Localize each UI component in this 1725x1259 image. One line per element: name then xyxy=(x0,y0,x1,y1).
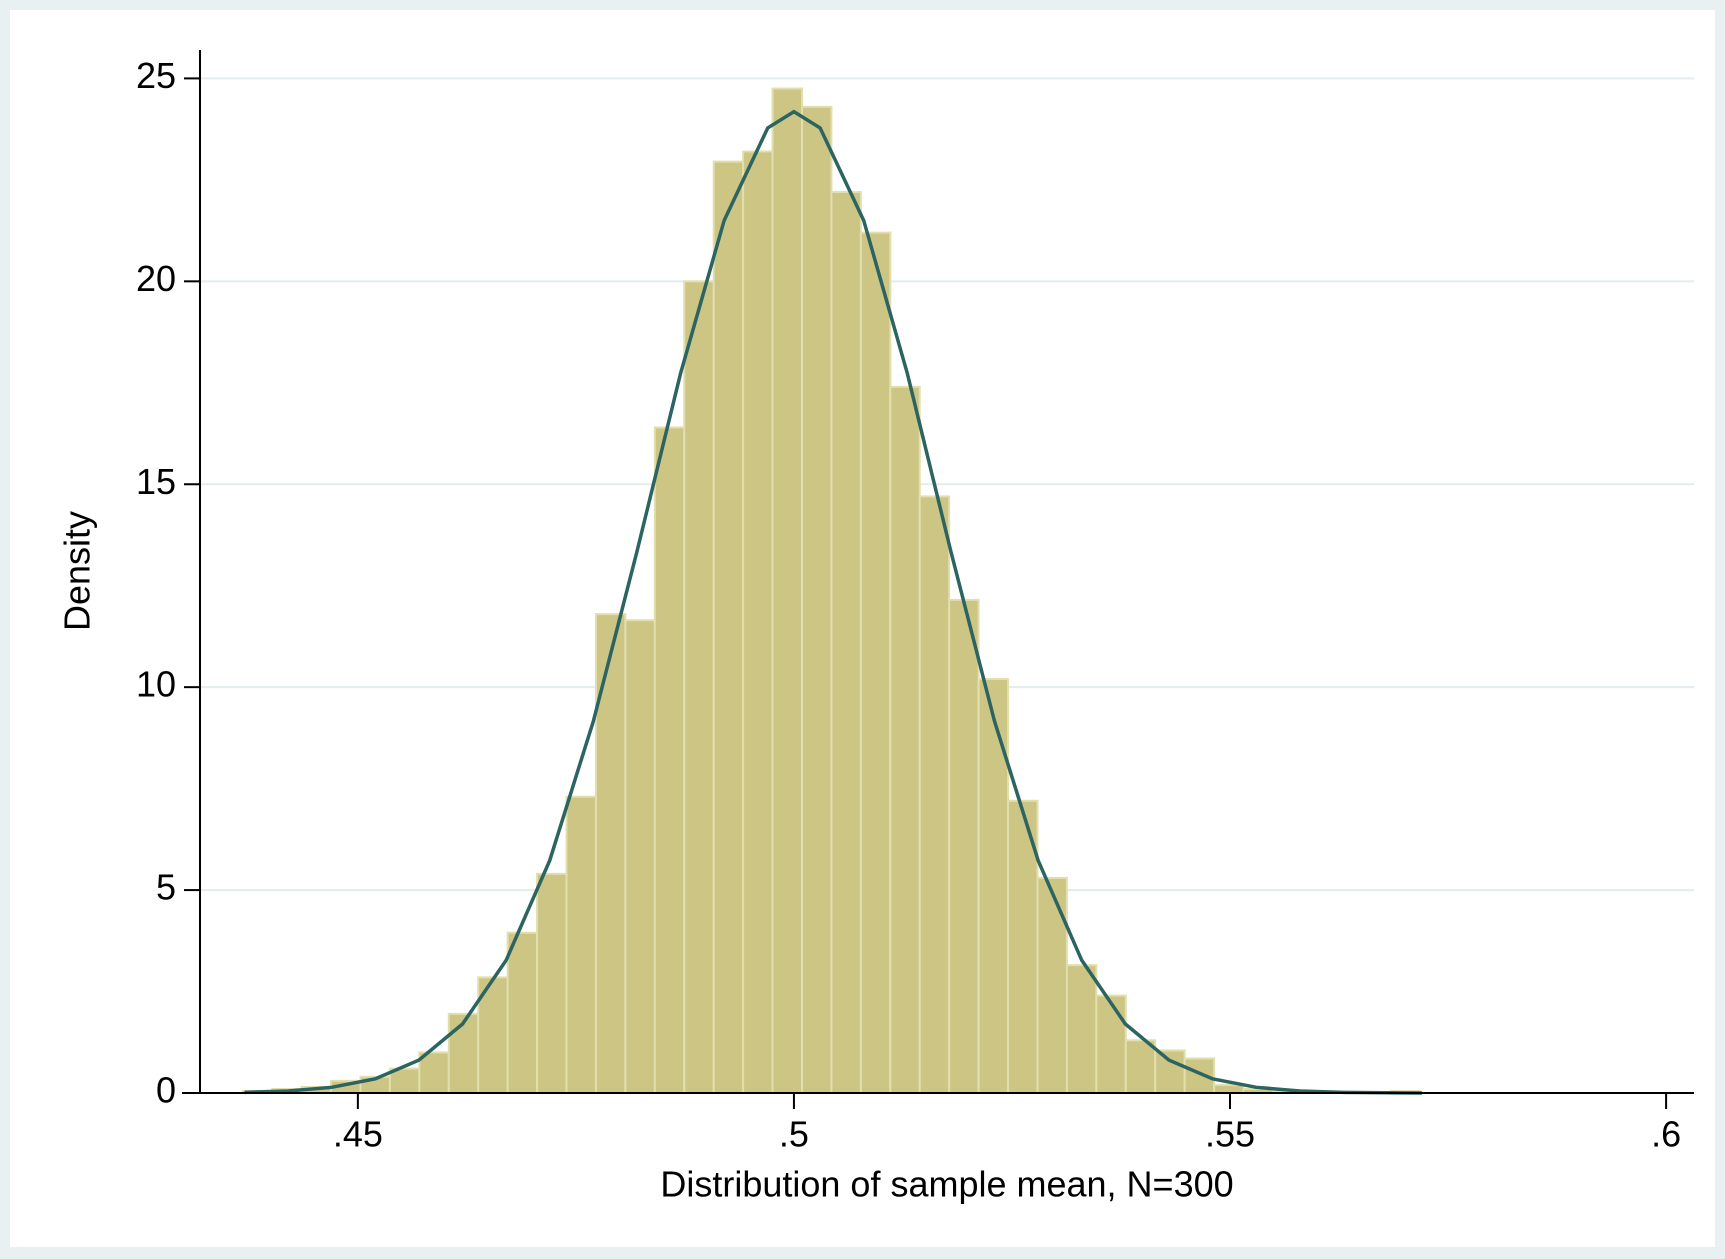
bar xyxy=(565,795,597,1095)
x-tick-label: .55 xyxy=(1205,1114,1255,1155)
bar xyxy=(1007,799,1039,1094)
bar xyxy=(801,105,833,1094)
bar xyxy=(1154,1049,1186,1095)
bar xyxy=(594,613,627,1094)
bar xyxy=(1065,964,1098,1095)
bar xyxy=(771,87,804,1094)
x-tick-label: .6 xyxy=(1651,1114,1681,1155)
bar xyxy=(830,191,862,1095)
bar xyxy=(712,160,745,1095)
x-tick-label: .45 xyxy=(333,1114,383,1155)
bar xyxy=(624,619,656,1094)
bar xyxy=(683,280,715,1094)
y-tick-label: 20 xyxy=(136,258,176,299)
bar xyxy=(1213,1083,1245,1095)
bar xyxy=(1036,876,1068,1094)
bar xyxy=(447,1012,480,1095)
y-tick-label: 25 xyxy=(136,55,176,96)
y-tick-label: 0 xyxy=(156,1070,176,1111)
bar xyxy=(859,231,892,1094)
bar xyxy=(1095,994,1127,1095)
y-tick-label: 15 xyxy=(136,461,176,502)
y-tick-label: 5 xyxy=(156,867,176,908)
bar xyxy=(977,678,1010,1094)
bar xyxy=(653,426,686,1094)
y-axis-title: Density xyxy=(57,511,98,631)
bar xyxy=(418,1051,450,1095)
bar xyxy=(918,495,951,1094)
y-tick-label: 10 xyxy=(136,664,176,705)
bar xyxy=(536,872,568,1095)
bar xyxy=(742,150,774,1094)
density-curve xyxy=(244,109,1422,1095)
bar xyxy=(506,931,539,1095)
x-tick-label: .5 xyxy=(779,1114,809,1155)
x-axis-title: Distribution of sample mean, N=300 xyxy=(660,1164,1233,1205)
bar xyxy=(1124,1039,1157,1094)
bar xyxy=(889,385,921,1094)
bar xyxy=(948,598,980,1094)
